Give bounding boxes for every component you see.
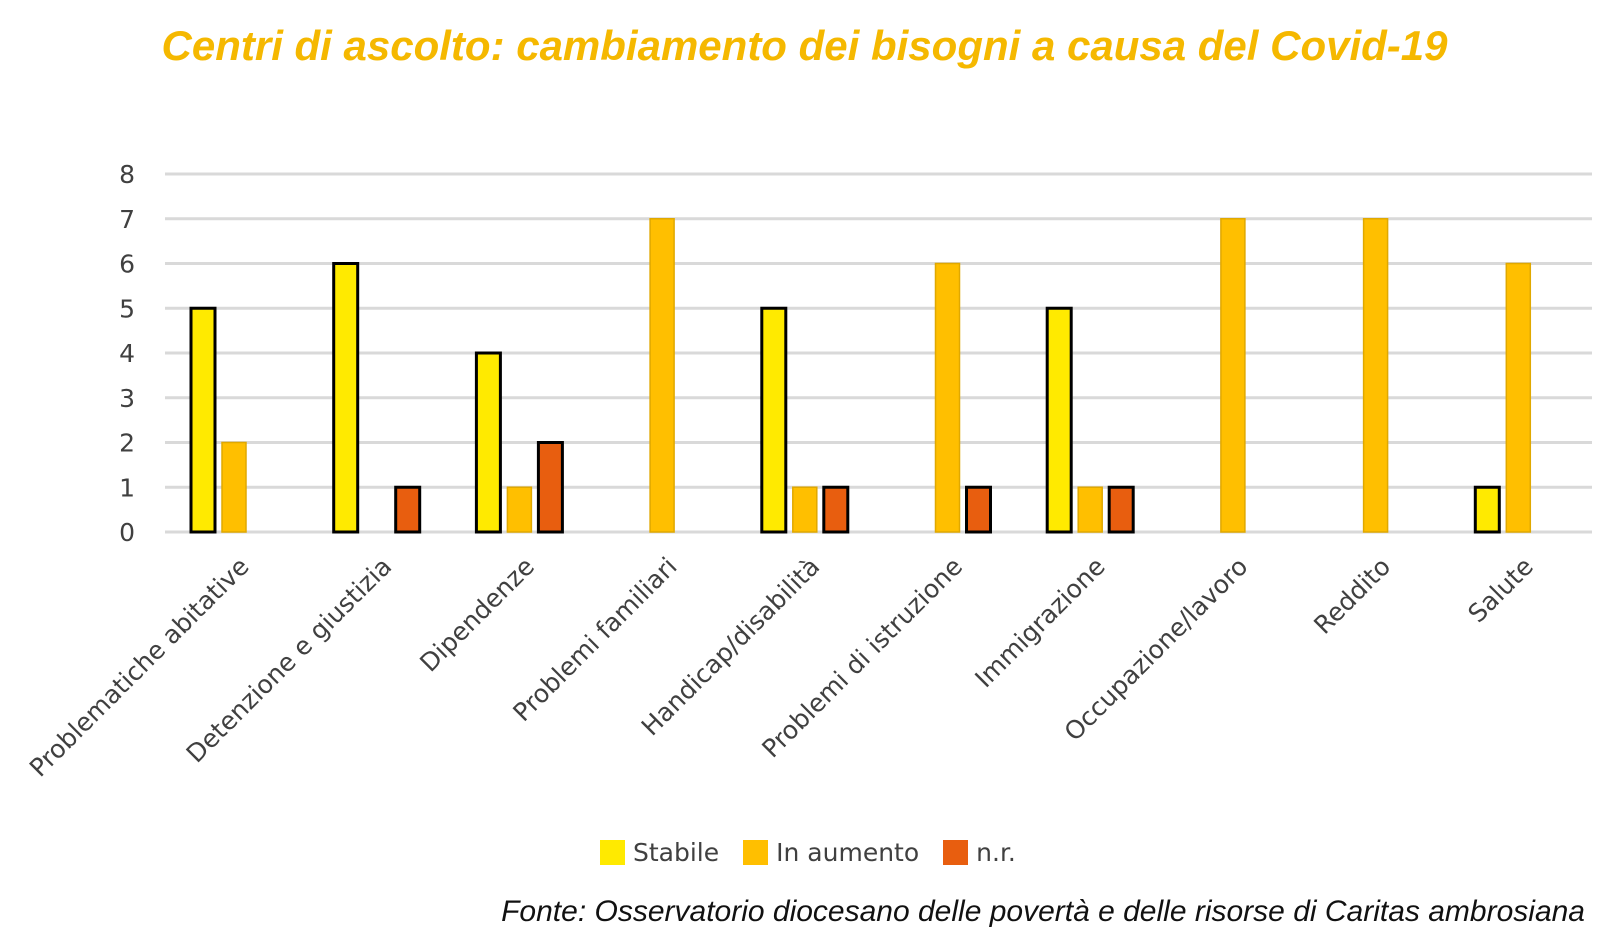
y-tick-label: 7 [119,205,135,234]
chart-title: Centri di ascolto: cambiamento dei bisog… [161,22,1448,69]
y-tick-label: 0 [119,518,135,547]
bar-in-aumento [792,486,818,533]
bar-n-r [394,485,422,534]
bar-n-r [1107,485,1135,534]
bar-stabile [474,351,502,534]
bar-in-aumento [649,218,675,533]
y-tick-label: 5 [119,294,135,323]
bar-in-aumento [934,262,961,533]
legend-swatch [743,840,769,865]
y-tick-label: 8 [119,160,135,189]
legend-label: Stabile [633,838,720,867]
bar-in-aumento [1362,218,1389,533]
y-tick-label: 1 [119,473,135,502]
legend-swatch [943,840,969,865]
y-tick-label: 4 [119,339,135,368]
bar-stabile [189,306,217,534]
legend: Stabile In aumento n.r. [600,838,1016,867]
legend-label: n.r. [976,838,1016,867]
y-tick-label: 6 [119,250,135,279]
bar-in-aumento [1220,218,1246,533]
bar-in-aumento [506,486,533,533]
bar-n-r [536,441,564,534]
y-tick-label: 3 [119,384,135,413]
legend-label: In aumento [776,838,920,867]
x-tick-label: Reddito [1308,552,1396,640]
legend-item-nr: n.r. [943,838,1016,867]
bar-in-aumento [1505,262,1532,533]
bar-stabile [332,262,360,534]
legend-item-stabile: Stabile [600,838,719,867]
legend-item-in-aumento: In aumento [743,838,919,867]
bar-stabile [760,306,788,534]
bar-stabile [1473,485,1501,534]
y-tick-label: 2 [119,429,135,458]
x-tick-label: Dipendenze [414,552,540,678]
source-note: Fonte: Osservatorio diocesano delle pove… [501,895,1585,928]
bar-stabile [1045,306,1073,534]
bar-n-r [822,485,850,534]
legend-swatch [600,840,625,865]
bar-in-aumento [221,441,247,533]
x-tick-label: Salute [1462,552,1538,628]
bar-n-r [965,485,992,534]
x-tick-label: Immigrazione [969,552,1110,693]
bar-in-aumento [1077,486,1103,533]
